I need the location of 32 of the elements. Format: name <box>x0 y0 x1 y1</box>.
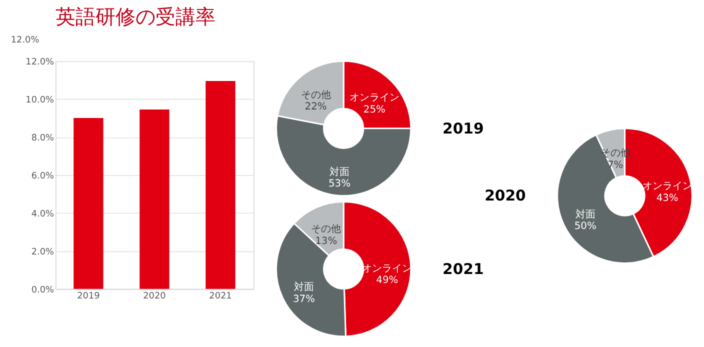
data-label: 37% <box>292 294 315 305</box>
y-tick-label: 8.0% <box>31 133 54 144</box>
slice-label: 対面 <box>575 208 596 220</box>
y-tick-label: 12.0% <box>26 58 54 68</box>
data-label: 43% <box>656 193 678 204</box>
x-tick-label: 2020 <box>143 291 166 302</box>
bar <box>140 110 170 289</box>
x-tick-label: 2021 <box>209 291 232 302</box>
data-label: 13% <box>315 236 338 247</box>
y-tick-label: 0.0% <box>31 285 54 296</box>
data-label: 53% <box>328 178 350 190</box>
slice-label: 対面 <box>329 166 350 178</box>
slice-label: オンライン <box>349 92 400 104</box>
text: 2021 <box>442 260 484 278</box>
slice-label: その他 <box>311 223 342 236</box>
data-label: 22% <box>304 102 327 113</box>
y-tick-label: 2.0% <box>31 247 54 258</box>
bar <box>74 118 104 289</box>
slice-label: その他 <box>300 88 331 101</box>
text: 2020 <box>484 186 526 205</box>
data-label: 50% <box>574 221 596 232</box>
x-tick-label: 2019 <box>77 291 100 302</box>
y-tick-label: 4.0% <box>31 209 54 220</box>
text: 2019 <box>442 119 484 138</box>
text: 12.0% <box>10 35 40 46</box>
data-label: 49% <box>376 275 398 286</box>
slice-label: 対面 <box>294 281 314 294</box>
y-tick-label: 6.0% <box>31 171 54 182</box>
data-label: 25% <box>363 104 386 116</box>
chart-title: 英語研修の受講率 <box>55 5 216 28</box>
bar <box>206 81 236 289</box>
y-tick-label: 10.0% <box>26 96 54 106</box>
